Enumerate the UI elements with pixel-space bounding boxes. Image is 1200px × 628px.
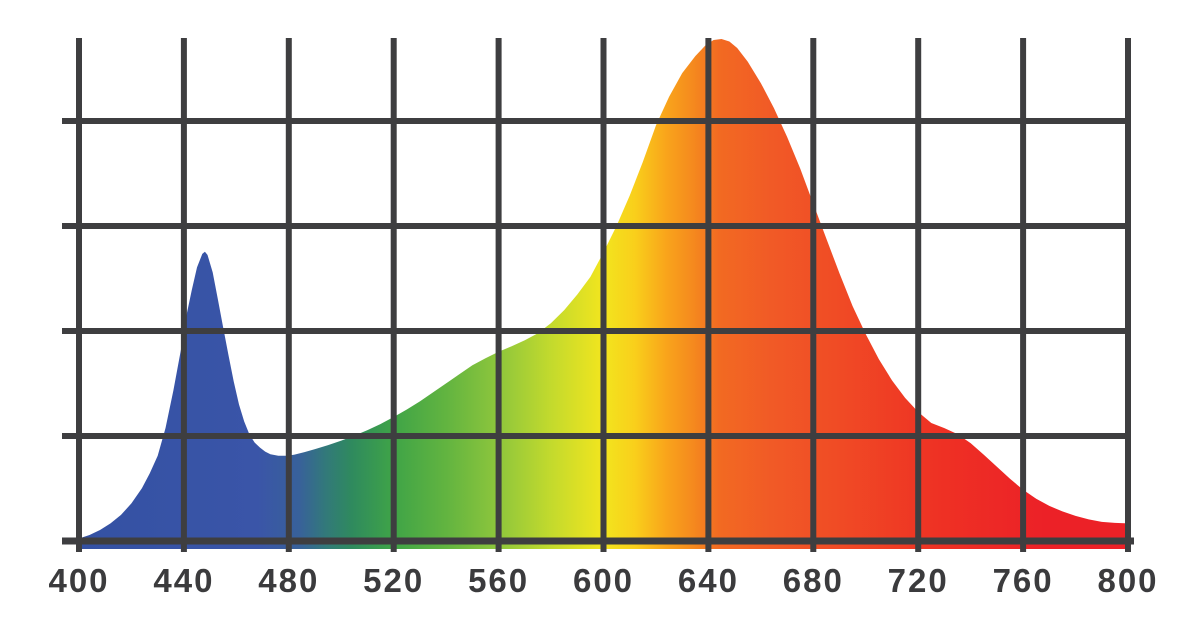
- x-tick-label: 400: [48, 562, 109, 599]
- x-tick-label: 480: [258, 562, 319, 599]
- x-tick-label: 680: [783, 562, 844, 599]
- x-tick-label: 560: [468, 562, 529, 599]
- x-tick-label: 440: [153, 562, 214, 599]
- x-tick-label: 520: [363, 562, 424, 599]
- x-tick-label: 800: [1097, 562, 1158, 599]
- x-tick-label: 760: [993, 562, 1054, 599]
- x-tick-labels: 400 440 480 520 560 600 640 680 720 760 800: [48, 562, 1158, 599]
- x-tick-label: 640: [678, 562, 739, 599]
- x-tick-label: 720: [888, 562, 949, 599]
- grid-lines: [62, 38, 1131, 552]
- x-tick-label: 600: [573, 562, 634, 599]
